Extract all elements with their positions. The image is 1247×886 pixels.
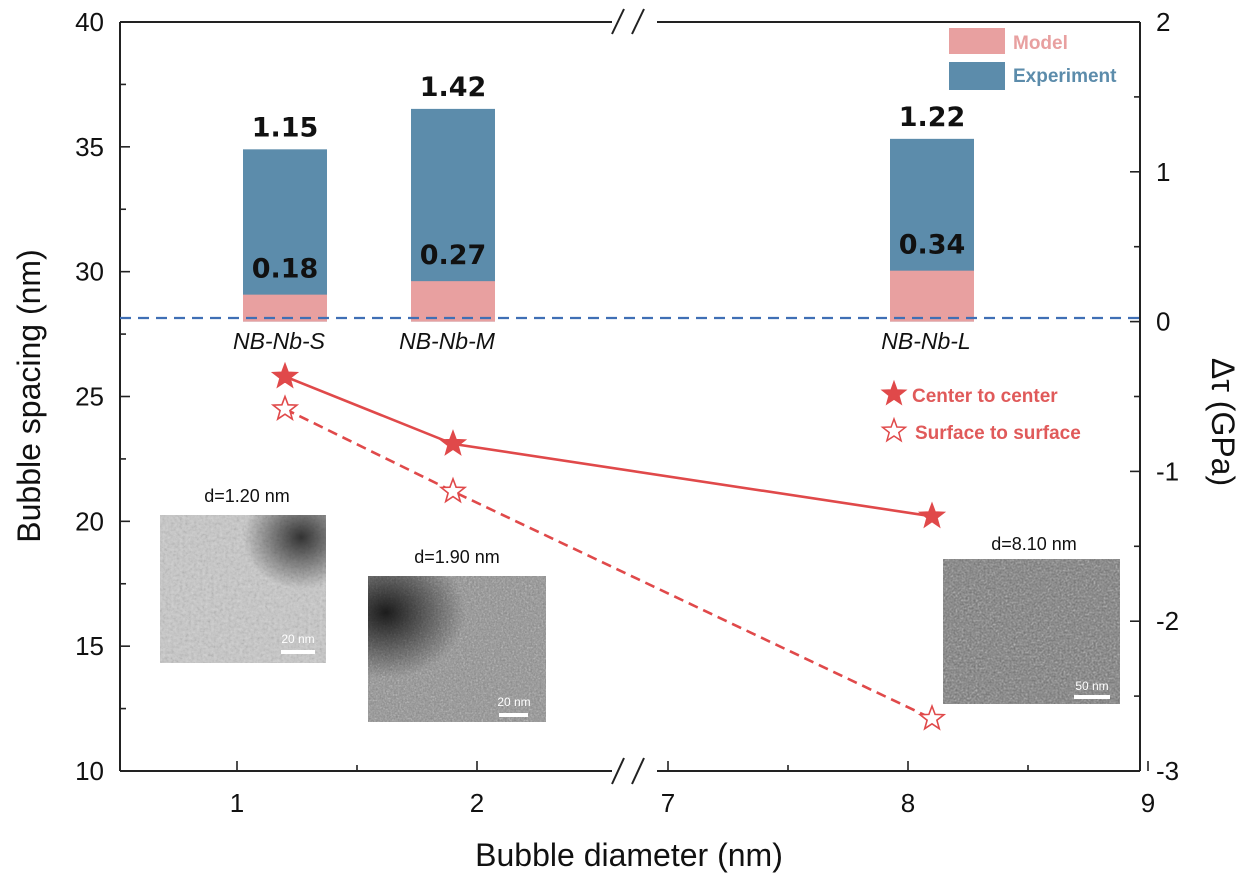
bars-layer: 1.15 0.18 NB-Nb-S 1.42 0.27 NB-Nb-M 1.22 0.34 NB… xyxy=(233,72,974,354)
legend-swatch-experiment xyxy=(949,62,1005,90)
legend-label-model: Model xyxy=(1013,33,1068,54)
bar-value-label-model: 0.18 xyxy=(252,254,319,285)
legend-filled-star-icon xyxy=(880,379,908,406)
legend-swatch-model xyxy=(949,28,1005,54)
bar-experiment xyxy=(243,149,327,322)
right-y-tick-label: -1 xyxy=(1156,456,1179,486)
tem-inset-1: d=1.20 nm 20 nm xyxy=(160,486,326,663)
tem-inset-3-label: d=8.10 nm xyxy=(991,534,1077,554)
bar-legend: Model Experiment xyxy=(949,28,1117,90)
bar-category-label: NB-Nb-L xyxy=(881,328,970,354)
axis-break-bottom xyxy=(611,757,645,785)
lines-layer xyxy=(270,361,947,731)
axis-break-top xyxy=(611,8,645,35)
bar-value-label-model: 0.34 xyxy=(899,230,966,261)
left-y-tick-label: 30 xyxy=(75,257,104,287)
left-y-tick-label: 25 xyxy=(75,382,104,412)
right-y-tick-label: 1 xyxy=(1156,157,1170,187)
x-tick-label: 2 xyxy=(470,788,484,818)
tem-inset-2-label: d=1.90 nm xyxy=(414,547,500,567)
right-y-tick-label: 0 xyxy=(1156,307,1170,337)
open-star-marker xyxy=(438,476,468,504)
left-y-tick-label: 15 xyxy=(75,631,104,661)
tem-inset-2-scale-label: 20 nm xyxy=(497,695,530,709)
filled-star-icon xyxy=(880,379,908,406)
filled-star-marker xyxy=(917,501,947,529)
left-y-tick-label: 20 xyxy=(75,506,104,536)
left-y-tick-label: 40 xyxy=(75,7,104,37)
bar-category-label: NB-Nb-S xyxy=(233,328,326,354)
tem-inset-1-label: d=1.20 nm xyxy=(204,486,290,506)
open-star-marker xyxy=(270,394,300,421)
tem-inset-3-scale-label: 50 nm xyxy=(1075,679,1108,693)
bar-category-label: NB-Nb-M xyxy=(399,328,496,354)
left-y-tick-label: 10 xyxy=(75,756,104,786)
x-tick-label: 9 xyxy=(1141,788,1155,818)
legend-label-surface-to-surface: Surface to surface xyxy=(915,423,1081,444)
bar-value-label-experiment: 1.22 xyxy=(899,102,966,133)
x-tick-label: 7 xyxy=(661,788,675,818)
line-legend: Center to center Surface to surface xyxy=(880,379,1081,444)
tem-inset-3: d=8.10 nm 50 nm xyxy=(943,534,1120,704)
legend-label-experiment: Experiment xyxy=(1013,66,1117,87)
x-tick-label: 8 xyxy=(901,788,915,818)
x-axis-title: Bubble diameter (nm) xyxy=(475,837,783,873)
left-y-tick-label: 35 xyxy=(75,132,104,162)
left-y-axis-title: Bubble spacing (nm) xyxy=(11,249,47,542)
series-line xyxy=(284,375,933,518)
bar-model xyxy=(411,281,495,322)
x-tick-label: 1 xyxy=(230,788,244,818)
bar-value-label-model: 0.27 xyxy=(420,240,487,271)
filled-star-marker xyxy=(270,361,300,389)
right-y-tick-label: -2 xyxy=(1156,606,1179,636)
bar-model xyxy=(890,270,974,322)
tem-inset-2: d=1.90 nm 20 nm xyxy=(368,547,546,722)
legend-label-center-to-center: Center to center xyxy=(912,386,1058,407)
right-y-tick-label: 2 xyxy=(1156,7,1170,37)
filled-star-marker xyxy=(438,429,468,456)
bar-value-label-experiment: 1.42 xyxy=(420,72,487,103)
right-y-tick-label: -3 xyxy=(1156,756,1179,786)
bar-value-label-experiment: 1.15 xyxy=(252,112,319,143)
legend-open-star-icon xyxy=(880,416,908,443)
tem-inset-1-scale-label: 20 nm xyxy=(281,632,314,646)
open-star-icon xyxy=(880,416,908,443)
right-y-axis-title: Δτ (GPa) xyxy=(1205,358,1241,486)
open-star-marker xyxy=(917,703,947,731)
